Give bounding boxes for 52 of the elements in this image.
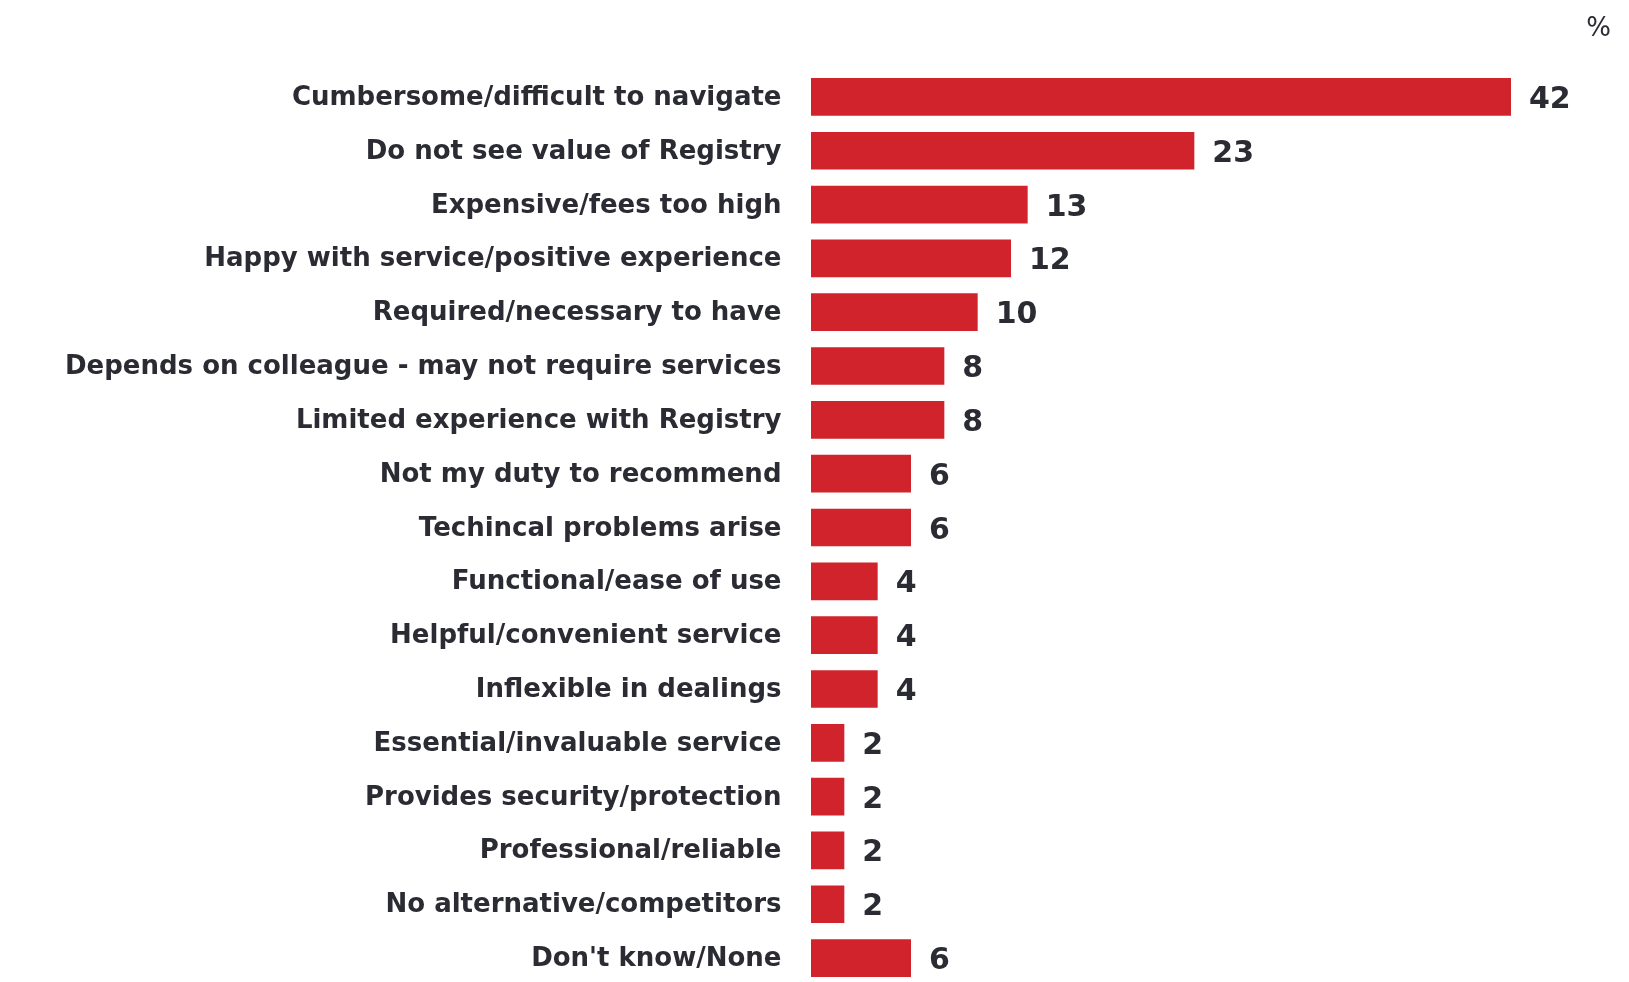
bar <box>811 723 845 762</box>
data-label: 13 <box>1045 187 1088 223</box>
data-label: 2 <box>862 887 884 923</box>
data-label: 12 <box>1029 241 1071 277</box>
y-tick-label: Helpful/convenient service <box>390 619 782 650</box>
y-tick-label: No alternative/competitors <box>385 888 782 919</box>
data-label: 42 <box>1529 79 1571 115</box>
bar <box>811 777 845 816</box>
data-label: 2 <box>862 833 884 869</box>
bar <box>811 347 945 385</box>
bar <box>811 293 978 332</box>
text: % <box>1586 12 1611 42</box>
bar <box>811 78 1511 116</box>
bar <box>811 885 845 924</box>
data-label: 10 <box>995 295 1038 331</box>
bar <box>811 562 878 601</box>
y-tick-label: Essential/invaluable service <box>373 726 782 757</box>
y-tick-label: Depends on colleague - may not require services <box>65 350 782 381</box>
y-tick-label: Limited experience with Registry <box>295 403 782 434</box>
bar <box>811 239 1011 278</box>
data-label: 6 <box>929 941 950 977</box>
data-label: 6 <box>929 510 950 546</box>
data-label: 6 <box>929 456 950 492</box>
y-tick-label: Not my duty to recommend <box>379 457 782 488</box>
y-tick-label: Functional/ease of use <box>451 565 782 596</box>
y-tick-label: Professional/reliable <box>479 834 782 865</box>
y-tick-label: Required/necessary to have <box>372 296 782 327</box>
data-label: 23 <box>1212 133 1255 169</box>
y-tick-label: Do not see value of Registry <box>365 134 782 165</box>
bar <box>811 185 1028 224</box>
bar <box>811 831 845 870</box>
y-tick-label: Expensive/fees too high <box>430 188 782 219</box>
y-tick-label: Cumbersome/difficult to navigate <box>291 80 782 111</box>
data-label: 4 <box>895 564 917 600</box>
y-tick-label: Don't know/None <box>531 942 782 973</box>
bar <box>811 616 878 654</box>
data-label: 8 <box>962 402 984 438</box>
bar <box>811 939 911 977</box>
bar <box>811 508 911 547</box>
y-tick-label: Techincal problems arise <box>418 511 782 542</box>
data-label: 8 <box>962 349 984 385</box>
data-label: 4 <box>895 618 917 654</box>
bar <box>811 401 945 439</box>
y-tick-label: Happy with service/positive experience <box>204 242 782 273</box>
data-label: 2 <box>862 725 884 761</box>
bar <box>811 670 878 708</box>
y-tick-label: Provides security/protection <box>365 780 782 811</box>
y-tick-label: Inflexible in dealings <box>475 672 782 703</box>
bar <box>811 454 911 493</box>
data-label: 2 <box>862 779 884 815</box>
bar <box>811 131 1195 170</box>
data-label: 4 <box>895 671 917 707</box>
